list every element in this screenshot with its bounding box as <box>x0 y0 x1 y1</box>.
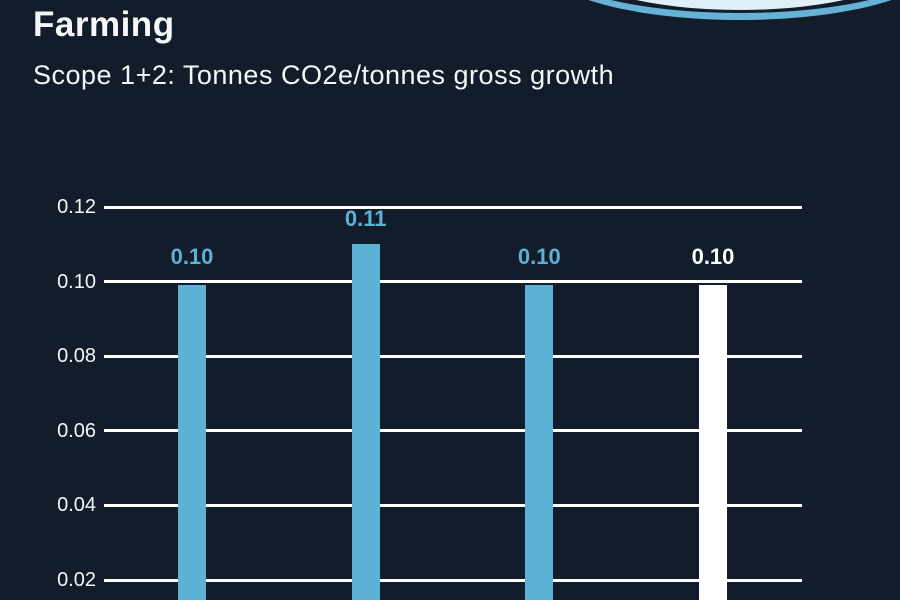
y-tick-label: 0.08 <box>57 345 96 368</box>
y-tick-label: 0.12 <box>57 196 96 218</box>
chart-subtitle: Scope 1+2: Tonnes CO2e/tonnes gross grow… <box>33 60 615 90</box>
gridline-0.02 <box>104 578 802 582</box>
bar-value-label: 0.10 <box>170 243 214 269</box>
gridline-0.08 <box>104 354 802 358</box>
y-tick-label: 0.06 <box>57 419 96 442</box>
bar-2 <box>351 244 380 600</box>
page-title: Farming <box>33 5 175 44</box>
bar-value-label: 0.11 <box>344 206 387 232</box>
bar-1 <box>178 284 206 600</box>
gridline-0.04 <box>104 503 802 507</box>
gridline-0.12 <box>104 205 802 209</box>
y-tick-label: 0.10 <box>57 270 96 293</box>
decorative-ellipse-fill <box>575 0 900 10</box>
gridline-0.06 <box>104 429 802 433</box>
bar-3 <box>525 284 554 600</box>
bar-value-label: 0.10 <box>691 243 735 269</box>
gridline-0.10 <box>104 280 802 284</box>
bar-value-label: 0.10 <box>517 243 561 269</box>
bar-4 <box>699 284 727 600</box>
y-tick-label: 0.04 <box>57 494 96 517</box>
y-tick-label: 0.02 <box>57 569 96 591</box>
